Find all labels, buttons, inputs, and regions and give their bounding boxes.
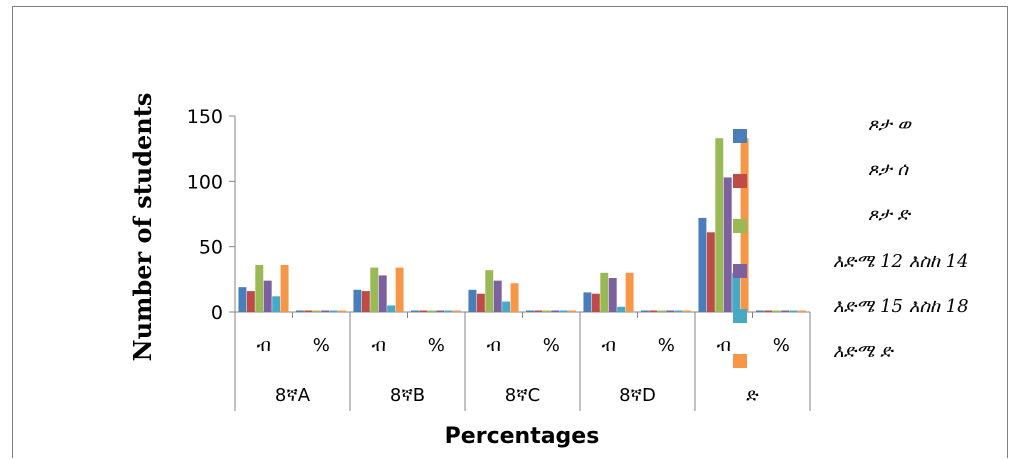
bar [781,310,790,312]
bar [502,301,511,312]
bar [698,217,707,312]
bar [625,272,634,312]
bar [798,310,807,312]
x-group-label: 8ኛD [619,385,656,406]
bar [723,177,732,312]
x-subcategory-label: ብ [487,335,501,356]
x-group-label: 8ኛC [505,385,540,406]
bar [510,283,519,312]
bar [370,267,379,312]
bar [640,310,649,312]
bar [476,293,485,312]
legend-marker [733,219,747,233]
legend-marker [733,264,747,278]
bar [755,310,764,312]
bar [683,310,692,312]
x-subcategory-label: % [428,335,445,356]
bar [559,310,568,312]
legend-marker [733,354,747,368]
bar [600,272,609,312]
x-subcategory-label: ብ [257,335,271,356]
bar [617,306,626,312]
bar [608,278,617,312]
bar [772,310,781,312]
legend-marker [733,309,747,323]
bar [485,270,494,312]
x-axis-title: Percentages [445,424,600,449]
x-subcategory-label: ብ [372,335,386,356]
bar [666,310,675,312]
bar [568,310,577,312]
legend: ጾታ ወ ጾታ ሰ ጾታ ድ እድሜ 12 እስከ 14 እድሜ 15 እስከ 18 እድ… [733,114,969,368]
y-tick-label: 150 [187,106,223,128]
bar [674,310,683,312]
x-subcategory-label: ብ [602,335,616,356]
legend-label: እድሜ 15 እስከ 18 [833,296,969,317]
x-group-label: 8ኛB [390,385,425,406]
bar [410,310,419,312]
bar [329,310,338,312]
bar [789,310,798,312]
bars [238,138,807,312]
bar [263,280,272,312]
bar [493,280,502,312]
bar [436,310,445,312]
bar [591,293,600,312]
legend-label: ጾታ ወ [868,114,912,135]
bar [272,296,281,312]
bar [280,264,289,312]
x-group-label: ድ [746,385,759,406]
x-subcategory-label: % [313,335,330,356]
bar [255,264,264,312]
legend-label: ጾታ ሰ [868,159,909,180]
bar [551,310,560,312]
bar [468,289,477,312]
x-subcategory-label: ብ [717,335,731,356]
bar [453,310,462,312]
bar [304,310,313,312]
x-group-label: 8ኛA [275,385,311,406]
bar [657,310,666,312]
bar [427,310,436,312]
y-tick-label: 0 [211,302,223,324]
bar [542,310,551,312]
bar [395,267,404,312]
bar [321,310,330,312]
legend-label: እድሜ ድ [833,341,894,362]
x-subcategory-label: % [543,335,560,356]
bar [534,310,543,312]
legend-label: ጾታ ድ [868,204,911,225]
bar [649,310,658,312]
bar [706,232,715,312]
bar [353,289,362,312]
bar [715,138,724,312]
chart-frame [12,6,1008,458]
bar [238,287,247,312]
x-subcategory-label: % [658,335,675,356]
bar [295,310,304,312]
bar [338,310,347,312]
bar [361,291,370,312]
bar [732,272,741,312]
bar [387,305,396,312]
legend-marker [733,129,747,143]
y-tick-label: 50 [199,237,223,259]
legend-marker [733,174,747,188]
bar [444,310,453,312]
bar [764,310,773,312]
bar [525,310,534,312]
legend-label: እድሜ 12 እስከ 14 [833,251,969,272]
y-axis-title: Number of students [128,93,157,362]
x-subcategory-label: % [773,335,790,356]
bar [583,292,592,312]
bar [246,291,255,312]
bar [312,310,321,312]
bar [378,275,387,312]
y-tick-label: 100 [187,171,223,193]
bar [419,310,428,312]
